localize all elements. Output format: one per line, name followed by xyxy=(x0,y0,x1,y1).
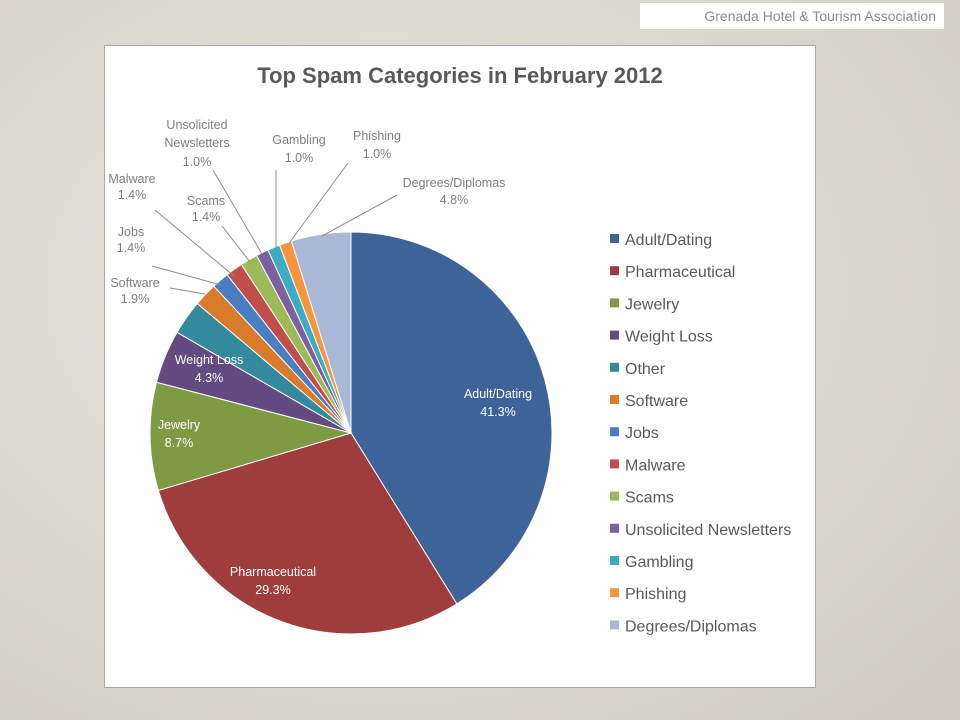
slice-label-jobs-name-0: Jobs xyxy=(118,225,144,239)
chart-title: Top Spam Categories in February 2012 xyxy=(257,63,663,88)
slice-label-degrees-diplomas-name-0: Degrees/Diplomas xyxy=(403,176,506,190)
slice-label-software-value: 1.9% xyxy=(121,292,150,306)
legend-label-malware: Malware xyxy=(625,457,686,474)
slice-label-malware-value: 1.4% xyxy=(118,188,147,202)
legend-swatch-software xyxy=(610,395,619,404)
legend-label-scams: Scams xyxy=(625,490,674,507)
slice-label-scams-name-0: Scams xyxy=(187,194,225,208)
legend-swatch-phishing xyxy=(610,588,619,598)
slice-label-software-name-0: Software xyxy=(110,276,159,290)
slice-label-jewelry-name: Jewelry xyxy=(158,418,201,432)
leader-line-degrees-diplomas xyxy=(321,194,398,237)
legend-label-jewelry: Jewelry xyxy=(625,296,679,313)
legend-swatch-adult-dating xyxy=(610,234,619,243)
brand-banner: Grenada Hotel & Tourism Association xyxy=(640,3,944,29)
leader-line-malware xyxy=(154,209,235,277)
leader-line-scams xyxy=(221,225,251,263)
slice-label-weight-loss-name: Weight Loss xyxy=(175,353,244,367)
slice-label-adult-dating-value: 41.3% xyxy=(480,405,515,419)
leader-line-unsolicited-newsletters xyxy=(212,169,263,255)
legend-swatch-other xyxy=(610,362,619,372)
slice-label-pharmaceutical-value: 29.3% xyxy=(255,583,290,597)
legend-swatch-malware xyxy=(610,459,619,469)
slice-label-phishing-value: 1.0% xyxy=(363,147,392,161)
legend-label-software: Software xyxy=(625,393,688,410)
pie-slice-pharmaceutical xyxy=(157,432,458,635)
pie-slice-degrees-diplomas xyxy=(290,231,352,434)
slice-label-scams-value: 1.4% xyxy=(192,210,221,224)
legend-label-weight-loss: Weight Loss xyxy=(625,329,713,346)
legend-label-unsolicited-newsletters: Unsolicited Newsletters xyxy=(625,522,791,539)
legend-swatch-jobs xyxy=(610,427,619,437)
pie-slice-adult-dating xyxy=(350,231,553,605)
pie-slice-jewelry xyxy=(149,381,353,492)
slice-label-phishing-name-0: Phishing xyxy=(353,129,401,143)
legend-label-phishing: Phishing xyxy=(625,586,686,603)
legend-swatch-jewelry xyxy=(610,298,619,308)
legend-label-degrees-diplomas: Degrees/Diplomas xyxy=(625,618,757,635)
legend-label-pharmaceutical: Pharmaceutical xyxy=(625,264,735,281)
legend-swatch-scams xyxy=(610,491,619,501)
legend-label-other: Other xyxy=(625,361,666,378)
slice-label-jewelry-value: 8.7% xyxy=(165,436,194,450)
slice-label-gambling-value: 1.0% xyxy=(285,151,314,165)
legend-swatch-degrees-diplomas xyxy=(610,620,619,630)
brand-name: Grenada Hotel & Tourism Association xyxy=(704,8,936,24)
slice-label-malware-name-0: Malware xyxy=(108,172,155,186)
leader-line-jobs xyxy=(151,265,222,286)
legend-label-jobs: Jobs xyxy=(625,425,659,442)
leader-line-software xyxy=(169,287,206,295)
legend-label-adult-dating: Adult/Dating xyxy=(625,232,712,249)
slice-label-unsolicited-newsletters-value: 1.0% xyxy=(183,155,212,169)
legend-label-gambling: Gambling xyxy=(625,554,693,571)
slice-label-gambling-name-0: Gambling xyxy=(272,133,326,147)
legend-swatch-weight-loss xyxy=(610,330,619,340)
slice-label-adult-dating-name: Adult/Dating xyxy=(464,387,532,401)
slice-label-unsolicited-newsletters-name-0: Unsolicited xyxy=(166,118,227,132)
slice-label-unsolicited-newsletters-name-1: Newsletters xyxy=(164,136,229,150)
legend-swatch-pharmaceutical xyxy=(610,266,619,276)
legend-swatch-gambling xyxy=(610,556,619,565)
leader-line-phishing xyxy=(289,162,349,243)
slice-label-weight-loss-value: 4.3% xyxy=(195,371,224,385)
legend-swatch-unsolicited-newsletters xyxy=(610,523,619,533)
slice-label-jobs-value: 1.4% xyxy=(117,241,146,255)
slice-label-degrees-diplomas-value: 4.8% xyxy=(440,193,469,207)
slice-label-pharmaceutical-name: Pharmaceutical xyxy=(230,565,316,579)
